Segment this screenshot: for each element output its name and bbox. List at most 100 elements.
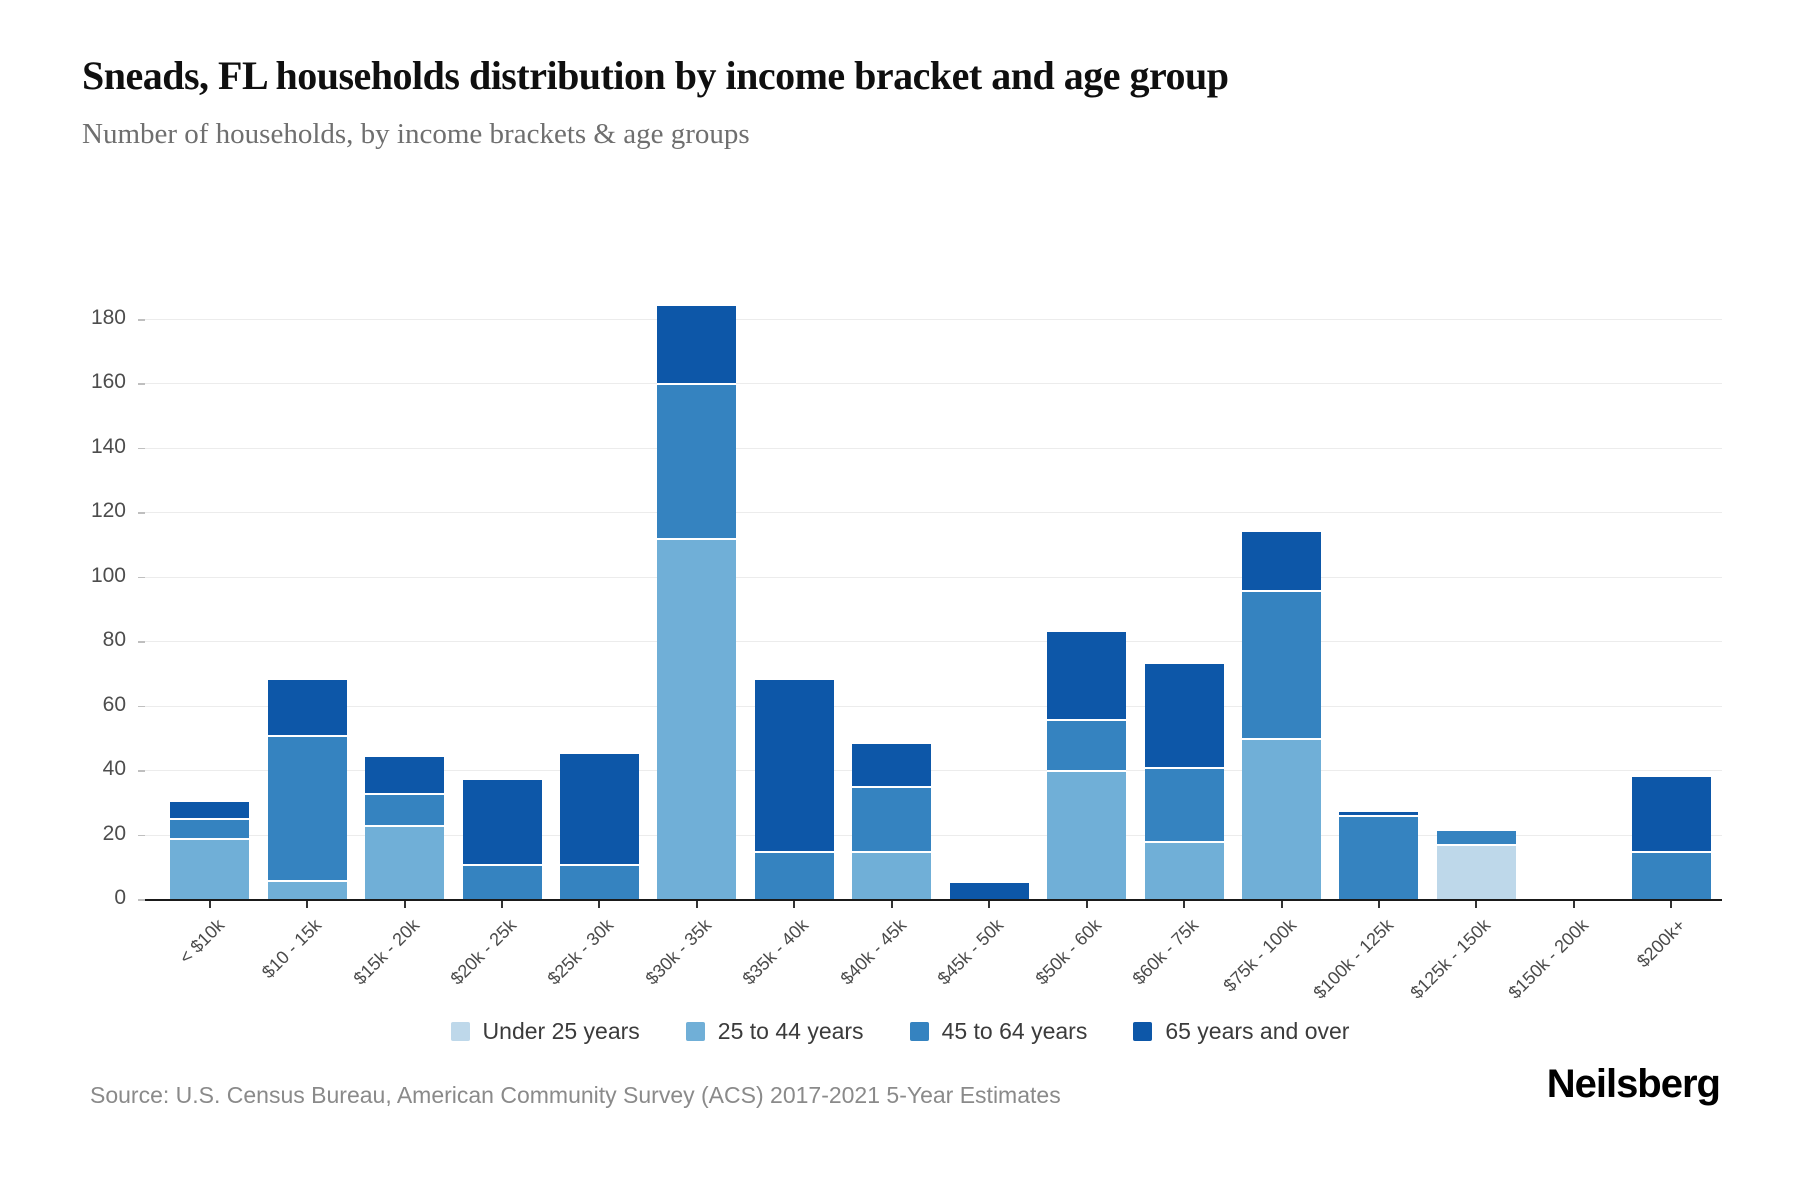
bar-segment[interactable] [365,792,445,825]
gridline [145,319,1722,320]
gridline [145,705,1722,707]
x-axis-label: $20k - 25k [446,915,521,989]
y-axis-label: 140 [90,434,126,458]
x-axis-label: < $10k [175,915,228,968]
bar-segment[interactable] [754,850,834,899]
legend-swatch-icon [685,1022,705,1041]
bar-segment[interactable] [170,802,250,819]
x-axis-label: $35k - 40k [738,915,813,989]
bar-segment[interactable] [1242,589,1322,738]
page-title: Sneads, FL households distribution by in… [82,53,1229,98]
x-axis-label: $60k - 75k [1128,915,1203,989]
y-axis-label: 40 [102,757,126,781]
y-axis-label: 100 [90,563,126,587]
bar-segment[interactable] [1436,831,1516,845]
bar-segment[interactable] [1242,737,1322,899]
x-axis-tick [1280,900,1283,908]
y-axis-label: 80 [102,628,126,652]
bar-segment[interactable] [657,538,737,899]
x-axis-tick [1670,900,1673,908]
x-axis-tick [1183,900,1186,908]
bar-segment[interactable] [559,754,639,864]
bar-segment[interactable] [267,679,347,735]
bar-segment[interactable] [1631,850,1711,899]
x-axis-label: $75k - 100k [1219,915,1300,996]
bar-segment[interactable] [852,786,932,851]
bar-segment[interactable] [170,837,250,899]
bar-segment[interactable] [852,744,932,787]
y-axis-tick [138,770,145,772]
x-axis-label: $200k+ [1633,915,1690,972]
bar-segment[interactable] [1047,631,1127,719]
legend-item[interactable]: 25 to 44 years [685,1018,864,1045]
bar-segment[interactable] [1047,770,1127,899]
bar-segment[interactable] [462,779,542,864]
y-axis-tick [138,641,145,643]
y-axis-tick [138,705,145,708]
bar-segment[interactable] [170,818,250,838]
legend-item[interactable]: Under 25 years [450,1018,640,1045]
legend-item[interactable]: 45 to 64 years [909,1018,1088,1045]
y-axis-label: 0 [114,886,126,909]
x-axis-label: $100k - 125k [1309,915,1398,1003]
bar-segment[interactable] [267,879,347,899]
legend-swatch-icon [450,1022,470,1041]
bar-segment[interactable] [365,757,445,793]
bar-segment[interactable] [657,306,737,384]
x-axis-tick [208,900,211,908]
x-axis-tick [1377,900,1380,908]
legend-swatch-icon [909,1022,929,1041]
page-subtitle: Number of households, by income brackets… [82,118,750,150]
legend-swatch-icon [1133,1022,1153,1041]
bar-segment[interactable] [657,383,737,539]
x-axis-line [145,899,1722,901]
gridline [145,834,1722,836]
x-axis-label: $25k - 30k [544,915,618,989]
bar-segment[interactable] [852,850,932,899]
bar-segment[interactable] [1047,718,1127,771]
bar-segment[interactable] [754,679,834,851]
y-axis-tick [138,447,145,450]
bar-segment[interactable] [1339,815,1419,899]
bar-segment[interactable] [559,863,639,899]
x-axis-tick [1475,900,1478,908]
bar-segment[interactable] [267,734,347,880]
bar-segment[interactable] [1144,841,1224,899]
gridline [145,641,1722,643]
bar-segment[interactable] [1339,812,1419,816]
bar-segment[interactable] [1242,531,1322,590]
bar-segment[interactable] [1144,663,1224,767]
x-axis-tick [988,900,991,908]
bar-segment[interactable] [949,882,1029,899]
x-axis-tick [1572,900,1575,908]
y-axis-label: 120 [90,499,126,523]
y-axis-label: 20 [102,821,126,845]
y-axis-tick [138,383,145,385]
y-axis-tick [138,576,145,579]
x-axis-tick [890,900,893,908]
y-axis-tick [138,899,145,901]
x-axis-label: $150k - 200k [1504,915,1592,1003]
gridline [145,770,1722,772]
x-axis-tick [695,900,698,908]
legend-label: 45 to 64 years [941,1018,1088,1044]
gridline [145,512,1722,514]
x-axis-label: $40k - 45k [836,915,910,989]
y-axis-tick [138,319,145,321]
y-axis-label: 180 [90,306,126,329]
legend-item[interactable]: 65 years and over [1133,1018,1349,1045]
y-axis-tick [138,512,145,514]
x-axis-tick [598,900,601,908]
brand-logo: Neilsberg [1546,1062,1721,1106]
bar-segment[interactable] [365,824,445,899]
bar-segment[interactable] [462,863,542,899]
x-axis-label: $45k - 50k [933,915,1008,989]
legend-label: Under 25 years [482,1018,640,1044]
y-axis-tick [138,834,145,837]
bar-segment[interactable] [1631,776,1711,851]
bar-segment[interactable] [1436,844,1516,899]
x-axis-tick [1085,900,1088,908]
chart-legend: Under 25 years 25 to 44 years 45 to 64 yea… [0,1018,1800,1045]
bar-segment[interactable] [1144,766,1224,841]
